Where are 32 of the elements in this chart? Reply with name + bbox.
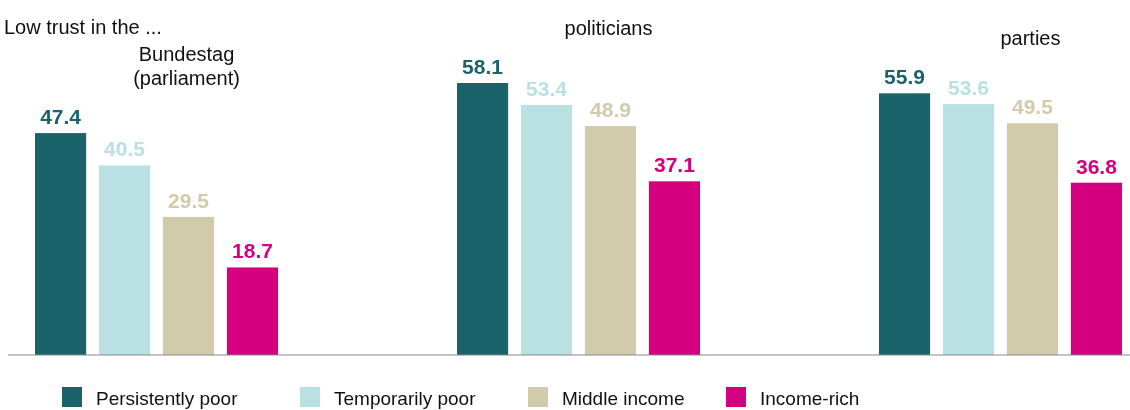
x-tick-label: Bundestag (parliament)	[133, 43, 240, 90]
bar	[98, 165, 151, 355]
bar	[584, 126, 637, 355]
bar	[162, 216, 215, 355]
x-tick-label: politicians	[564, 17, 653, 39]
data-label: 29.5	[168, 188, 210, 212]
data-label: 37.1	[654, 153, 696, 177]
data-label: 55.9	[884, 65, 925, 89]
legend-label: Persistently poor	[96, 388, 239, 409]
x-tick-label: parties	[1000, 27, 1061, 50]
data-label: 40.5	[104, 137, 146, 161]
bar	[456, 83, 509, 355]
bar	[1006, 123, 1059, 355]
data-label: 18.7	[232, 239, 273, 263]
data-label: 48.9	[590, 98, 631, 122]
data-label: 53.4	[526, 77, 568, 100]
legend-label: Middle income	[562, 388, 685, 409]
data-label: 53.6	[948, 76, 989, 100]
data-label: 36.8	[1075, 154, 1118, 178]
bar	[35, 133, 87, 355]
bar	[942, 104, 995, 355]
bar	[878, 93, 931, 355]
bar	[1070, 182, 1122, 355]
data-label: 47.4	[40, 105, 82, 129]
legend-label: Temporarily poor	[334, 388, 477, 409]
chart-title: Low trust in the ...	[4, 16, 162, 38]
bar	[648, 181, 701, 355]
data-label: 58.1	[462, 55, 504, 78]
bar	[520, 105, 573, 355]
legend-label: Income-rich	[760, 388, 860, 409]
bar	[226, 267, 279, 355]
data-label: 49.5	[1012, 95, 1054, 119]
